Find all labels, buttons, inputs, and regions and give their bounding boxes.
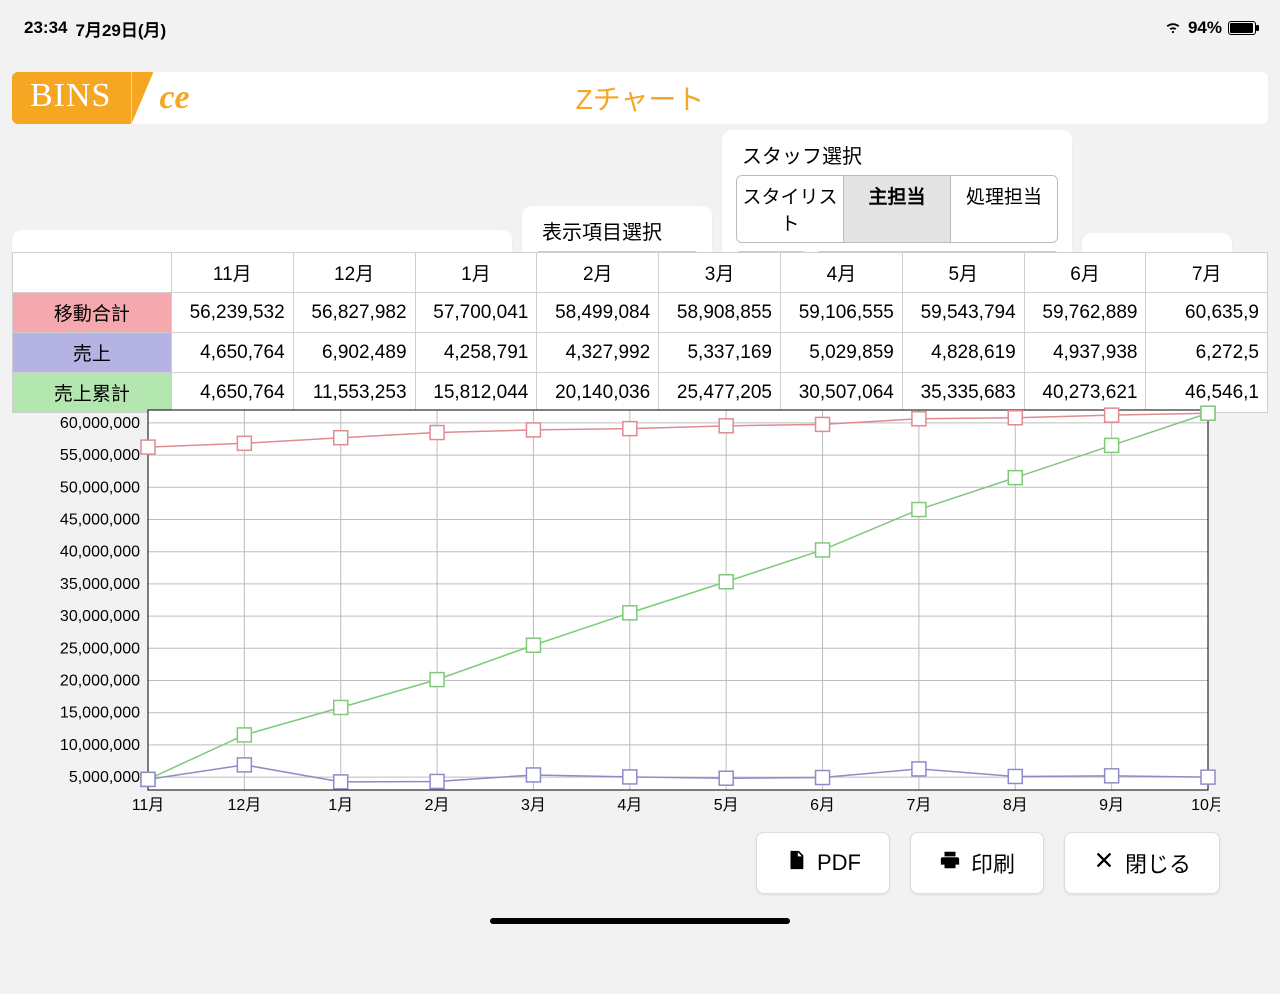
svg-text:10月: 10月 (1191, 797, 1220, 814)
svg-text:8月: 8月 (1003, 797, 1028, 814)
col-header: 5月 (902, 253, 1024, 293)
printer-icon (939, 849, 961, 877)
cell: 59,106,555 (781, 293, 903, 333)
svg-text:55,000,000: 55,000,000 (60, 447, 140, 464)
row-label-moving: 移動合計 (13, 293, 172, 333)
svg-text:20,000,000: 20,000,000 (60, 673, 140, 690)
row-label-sales: 売上 (13, 333, 172, 373)
pdf-button[interactable]: PDF (756, 832, 890, 894)
battery-percent: 94% (1188, 18, 1222, 38)
cell: 4,327,992 (537, 333, 659, 373)
close-icon (1093, 849, 1115, 877)
wifi-icon (1164, 17, 1182, 40)
svg-text:60,000,000: 60,000,000 (60, 415, 140, 432)
staff-tabs: スタイリスト 主担当 処理担当 (736, 175, 1058, 243)
cell: 4,650,764 (171, 333, 293, 373)
cell: 4,828,619 (902, 333, 1024, 373)
svg-text:2月: 2月 (425, 797, 450, 814)
cell: 5,029,859 (781, 333, 903, 373)
cell: 6,272,5 (1146, 333, 1268, 373)
footer-actions: PDF 印刷 閉じる (756, 832, 1220, 894)
staff-tab-process[interactable]: 処理担当 (951, 176, 1057, 242)
document-icon (785, 849, 807, 877)
cell: 60,635,9 (1146, 293, 1268, 333)
z-chart: 5,000,000 10,000,000 15,000,000 20,000,000 2… (36, 400, 1220, 820)
col-header: 12月 (293, 253, 415, 293)
staff-tab-main[interactable]: 主担当 (844, 176, 951, 242)
svg-text:11月: 11月 (132, 797, 165, 814)
col-header: 3月 (659, 253, 781, 293)
cell: 59,543,794 (902, 293, 1024, 333)
chart-svg: 5,000,000 10,000,000 15,000,000 20,000,000 2… (36, 400, 1220, 820)
pdf-label: PDF (817, 850, 861, 876)
svg-text:10,000,000: 10,000,000 (60, 737, 140, 754)
table-row-sales: 売上 4,650,764 6,902,489 4,258,791 4,327,9… (13, 333, 1268, 373)
cell: 56,827,982 (293, 293, 415, 333)
status-time: 23:34 (24, 18, 67, 38)
cell: 58,499,084 (537, 293, 659, 333)
cell: 6,902,489 (293, 333, 415, 373)
staff-tab-stylist[interactable]: スタイリスト (737, 176, 844, 242)
page-title: Zチャート (576, 78, 705, 118)
col-header: 1月 (415, 253, 537, 293)
col-header: 2月 (537, 253, 659, 293)
cell: 4,937,938 (1024, 333, 1146, 373)
svg-text:6月: 6月 (810, 797, 835, 814)
svg-text:35,000,000: 35,000,000 (60, 576, 140, 593)
print-button[interactable]: 印刷 (910, 832, 1044, 894)
svg-text:30,000,000: 30,000,000 (60, 608, 140, 625)
col-header: 7月 (1146, 253, 1268, 293)
logo-ce: ce (159, 79, 189, 117)
app-header: BINS ce Zチャート (12, 72, 1268, 124)
col-header: 6月 (1024, 253, 1146, 293)
battery-icon (1228, 21, 1256, 35)
table-row-moving: 移動合計 56,239,532 56,827,982 57,700,041 58… (13, 293, 1268, 333)
close-label: 閉じる (1125, 847, 1191, 879)
staff-select-label: スタッフ選択 (742, 140, 1058, 169)
svg-text:5,000,000: 5,000,000 (69, 769, 140, 786)
data-table: 11月 12月 1月 2月 3月 4月 5月 6月 7月 移動合計 56,239… (12, 252, 1268, 413)
svg-text:7月: 7月 (906, 797, 931, 814)
svg-text:3月: 3月 (521, 797, 546, 814)
cell: 56,239,532 (171, 293, 293, 333)
cell: 5,337,169 (659, 333, 781, 373)
print-label: 印刷 (971, 847, 1015, 879)
display-item-label: 表示項目選択 (542, 216, 698, 245)
svg-text:40,000,000: 40,000,000 (60, 544, 140, 561)
svg-text:12月: 12月 (227, 797, 261, 814)
col-header: 11月 (171, 253, 293, 293)
close-button[interactable]: 閉じる (1064, 832, 1220, 894)
cell: 58,908,855 (659, 293, 781, 333)
svg-text:1月: 1月 (328, 797, 353, 814)
svg-text:25,000,000: 25,000,000 (60, 640, 140, 657)
cell: 59,762,889 (1024, 293, 1146, 333)
status-date: 7月29日(月) (75, 16, 166, 41)
device-frame: 23:34 7月29日(月) 94% BINS ce Zチャート 2023年 1… (0, 0, 1280, 994)
svg-text:45,000,000: 45,000,000 (60, 511, 140, 528)
col-header: 4月 (781, 253, 903, 293)
cell: 57,700,041 (415, 293, 537, 333)
logo-bins: BINS (12, 72, 131, 124)
table-header-row: 11月 12月 1月 2月 3月 4月 5月 6月 7月 (13, 253, 1268, 293)
svg-text:4月: 4月 (617, 797, 642, 814)
svg-text:9月: 9月 (1099, 797, 1124, 814)
home-indicator (490, 918, 790, 924)
svg-text:5月: 5月 (714, 797, 739, 814)
status-bar: 23:34 7月29日(月) 94% (0, 0, 1280, 56)
cell: 4,258,791 (415, 333, 537, 373)
svg-text:50,000,000: 50,000,000 (60, 479, 140, 496)
svg-text:15,000,000: 15,000,000 (60, 705, 140, 722)
